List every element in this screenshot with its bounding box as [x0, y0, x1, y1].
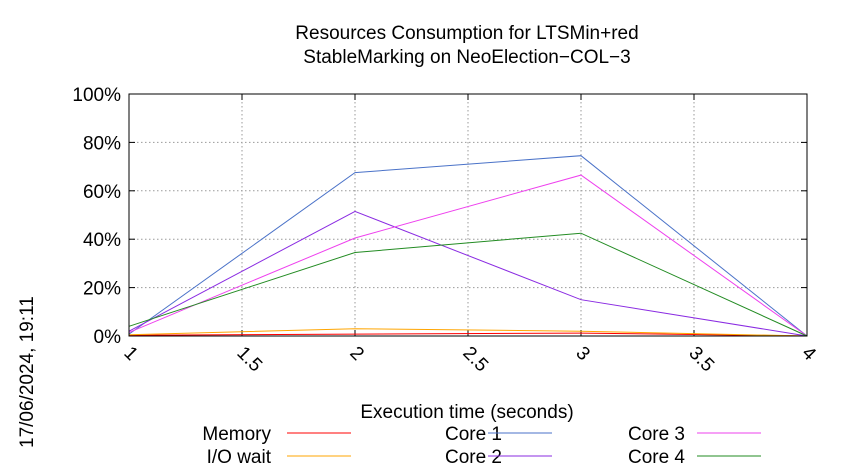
x-tick-label: 3.5: [684, 343, 718, 377]
legend-label-core-2: Core 2: [445, 447, 502, 468]
chart-title-line-2: StableMarking on NeoElection−COL−3: [303, 47, 630, 68]
x-tick-label: 1.5: [232, 343, 266, 377]
y-tick-label: 80%: [83, 133, 121, 154]
y-tick-label: 100%: [72, 85, 121, 106]
y-tick-label: 20%: [83, 279, 121, 300]
x-axis-label: Execution time (seconds): [360, 402, 573, 423]
x-tick-label: 2.5: [458, 343, 492, 377]
legend-label-i-o-wait: I/O wait: [207, 447, 272, 468]
x-tick-label: 3: [571, 343, 593, 365]
timestamp-label: 17/06/2024, 19:11: [17, 296, 38, 448]
legend-label-core-4: Core 4: [628, 447, 685, 468]
legend-label-core-3: Core 3: [628, 424, 685, 445]
series-line-core-3: [128, 174, 808, 337]
series-line-memory: [128, 332, 808, 337]
x-tick-label: 2: [345, 343, 367, 365]
y-tick-label: 0%: [94, 327, 122, 348]
y-axis-ticks: 0% 20% 40% 60% 80% 100%: [72, 85, 807, 348]
grid-lines: [129, 94, 807, 336]
series-line-core-4: [128, 232, 808, 337]
series-lines: [128, 155, 808, 337]
legend-label-memory: Memory: [202, 424, 271, 445]
plot-frame: [128, 93, 808, 337]
y-tick-label: 60%: [83, 182, 121, 203]
y-tick-label: 40%: [83, 230, 121, 251]
series-line-i-o-wait: [128, 328, 808, 337]
series-line-core-1: [128, 155, 808, 337]
legend-label-core-1: Core 1: [445, 424, 502, 445]
chart-title-line-1: Resources Consumption for LTSMin+red: [295, 23, 638, 44]
series-line-core-2: [128, 210, 808, 337]
x-tick-label: 4: [797, 343, 820, 366]
x-tick-label: 1: [119, 343, 141, 365]
